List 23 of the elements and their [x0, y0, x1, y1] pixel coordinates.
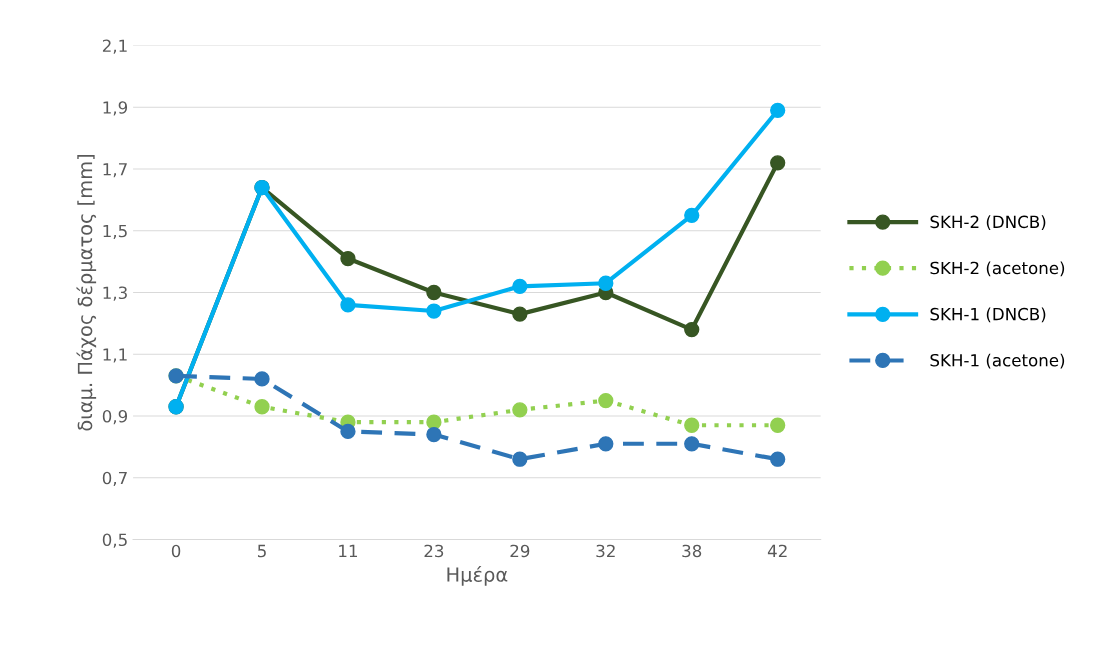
- legend-label: SKH-1 (acetone): [930, 353, 1065, 369]
- y-tick-label: 2,1: [102, 39, 127, 54]
- x-tick-label: 23: [424, 544, 444, 558]
- x-tick-label: 0: [171, 544, 181, 558]
- legend-label: SKH-2 (acetone): [930, 261, 1065, 277]
- y-tick-label: 1,9: [103, 101, 128, 116]
- y-tick-label: 0,7: [102, 471, 127, 487]
- x-tick-label: 42: [767, 544, 787, 558]
- legend-label: SKH-2 (DNCB): [930, 215, 1046, 231]
- x-tick-label: 32: [596, 544, 615, 558]
- x-axis-title: Ημέρα: [447, 566, 508, 586]
- x-tick-label: 38: [682, 544, 702, 558]
- x-tick-label: 11: [339, 544, 358, 558]
- y-axis-title: διαμ. Πάχος δέρματος [mm]: [76, 154, 97, 431]
- y-tick-label: 1,7: [103, 163, 127, 178]
- y-tick-label: 0,9: [102, 409, 128, 425]
- x-tick-label: 5: [257, 544, 266, 558]
- legend-label: SKH-1 (DNCB): [930, 307, 1046, 323]
- y-tick-label: 0,5: [102, 533, 127, 548]
- y-tick-label: 1,3: [103, 286, 127, 301]
- y-tick-label: 1,1: [103, 348, 127, 363]
- y-tick-label: 1,5: [103, 224, 127, 240]
- x-tick-label: 29: [510, 544, 530, 558]
